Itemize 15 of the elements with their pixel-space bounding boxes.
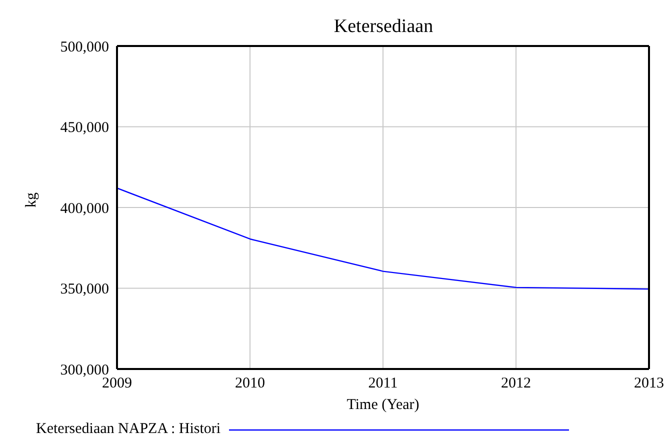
chart-title: Ketersediaan xyxy=(332,16,434,38)
x-tick-label: 2010 xyxy=(235,376,265,392)
x-axis-title: Time (Year) xyxy=(346,397,420,413)
line-series xyxy=(117,188,649,290)
y-tick-label: 500,000 xyxy=(60,39,109,56)
y-tick-label: 400,000 xyxy=(60,200,109,217)
x-tick-label: 2009 xyxy=(102,376,132,392)
x-tick-label: 2012 xyxy=(501,376,531,392)
text: Ketersediaan NAPZA : Histori xyxy=(36,421,221,438)
y-tick-label: 450,000 xyxy=(60,120,109,136)
y-tick-label: 350,000 xyxy=(60,282,109,298)
y-tick-label: 300,000 xyxy=(60,362,109,378)
x-tick-label: 2011 xyxy=(368,376,398,392)
y-axis-title: kg xyxy=(23,192,40,208)
x-tick-label: 2013 xyxy=(634,376,664,392)
